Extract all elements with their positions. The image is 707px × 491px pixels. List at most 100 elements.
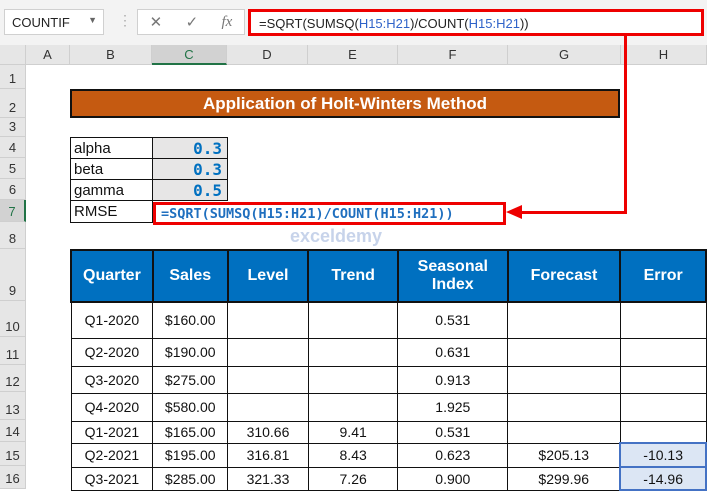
column-heading: Level xyxy=(226,249,310,303)
chevron-down-icon[interactable]: ▼ xyxy=(88,15,97,25)
table-cell[interactable] xyxy=(227,365,309,394)
select-all-corner[interactable] xyxy=(0,45,26,65)
row-header-3[interactable]: 3 xyxy=(0,118,26,137)
table-row: Q2-2021 $195.00 316.81 8.43 0.623 $205.13 -10.… xyxy=(70,442,707,468)
table-cell[interactable]: 0.900 xyxy=(397,466,509,491)
column-heading: Seasonal Index xyxy=(396,249,509,303)
table-cell[interactable]: $275.00 xyxy=(152,365,229,394)
column-heading: Quarter xyxy=(70,249,154,303)
table-cell[interactable] xyxy=(307,392,399,422)
column-header-F[interactable]: F xyxy=(398,45,508,65)
table-cell[interactable]: -10.13 xyxy=(619,442,707,468)
row-header-10[interactable]: 10 xyxy=(0,301,26,337)
table-cell[interactable]: Q2-2020 xyxy=(70,337,154,367)
formula-buttons: ✕ ✓ fx xyxy=(137,9,245,35)
row-header-13[interactable]: 13 xyxy=(0,392,26,420)
table-cell[interactable]: 0.531 xyxy=(397,301,509,339)
table-cell[interactable]: $299.96 xyxy=(507,466,621,491)
column-header-D[interactable]: D xyxy=(227,45,308,65)
param-value[interactable]: 0.5 xyxy=(152,179,228,201)
table-cell[interactable]: $190.00 xyxy=(152,337,229,367)
formula-ref: H15:H21 xyxy=(258,206,316,222)
table-cell[interactable]: 321.33 xyxy=(227,466,309,491)
row-header-14[interactable]: 14 xyxy=(0,420,26,442)
formula-bar[interactable]: =SQRT(SUMSQ(H15:H21)/COUNT(H15:H21)) xyxy=(248,9,704,36)
table-cell[interactable]: 0.623 xyxy=(397,442,509,468)
column-header-B[interactable]: B xyxy=(70,45,152,65)
name-box[interactable]: COUNTIF ▼ xyxy=(4,9,104,35)
table-cell[interactable] xyxy=(507,392,621,422)
param-value[interactable]: 0.3 xyxy=(152,158,228,180)
row-header-6[interactable]: 6 xyxy=(0,179,26,200)
column-header-A[interactable]: A xyxy=(26,45,70,65)
param-label: gamma xyxy=(70,179,153,201)
row-header-8[interactable]: 8 xyxy=(0,222,26,249)
rmse-formula-cell[interactable]: =SQRT(SUMSQ(H15:H21)/COUNT(H15:H21)) xyxy=(153,202,506,225)
table-cell[interactable]: Q1-2021 xyxy=(70,420,154,444)
table-cell[interactable]: 8.43 xyxy=(307,442,399,468)
row-header-2[interactable]: 2 xyxy=(0,89,26,118)
column-header-C[interactable]: C xyxy=(152,45,227,65)
param-value[interactable]: 0.3 xyxy=(152,137,228,159)
table-cell[interactable]: 0.913 xyxy=(397,365,509,394)
table-cell[interactable]: $195.00 xyxy=(152,442,229,468)
table-cell[interactable]: 310.66 xyxy=(227,420,309,444)
table-cell[interactable]: $285.00 xyxy=(152,466,229,491)
table-cell[interactable]: Q2-2021 xyxy=(70,442,154,468)
table-row: Q3-2020 $275.00 0.913 xyxy=(70,365,707,394)
formula-part: )/COUNT( xyxy=(410,16,469,31)
row-header-16[interactable]: 16 xyxy=(0,466,26,489)
table-cell[interactable] xyxy=(307,301,399,339)
table-cell[interactable]: 9.41 xyxy=(307,420,399,444)
row-header-4[interactable]: 4 xyxy=(0,137,26,158)
table-cell[interactable]: $205.13 xyxy=(507,442,621,468)
drag-handle-icon[interactable]: ⋮ xyxy=(118,12,132,28)
table-cell[interactable]: 7.26 xyxy=(307,466,399,491)
cancel-icon[interactable]: ✕ xyxy=(149,14,163,31)
table-cell[interactable] xyxy=(307,365,399,394)
table-cell[interactable]: -14.96 xyxy=(619,466,707,491)
table-cell[interactable] xyxy=(507,365,621,394)
table-cell[interactable] xyxy=(507,420,621,444)
table-cell[interactable]: Q3-2020 xyxy=(70,365,154,394)
table-cell[interactable]: Q4-2020 xyxy=(70,392,154,422)
row-header-1[interactable]: 1 xyxy=(0,65,26,89)
table-cell[interactable]: $160.00 xyxy=(152,301,229,339)
table-cell[interactable]: $165.00 xyxy=(152,420,229,444)
table-cell[interactable] xyxy=(227,337,309,367)
row-header-11[interactable]: 11 xyxy=(0,337,26,365)
column-heading: Sales xyxy=(151,249,229,303)
enter-icon[interactable]: ✓ xyxy=(185,14,199,31)
row-header-15[interactable]: 15 xyxy=(0,442,26,466)
watermark-logo: exceldemy xyxy=(290,226,383,246)
row-header-9[interactable]: 9 xyxy=(0,249,26,301)
table-cell[interactable]: Q3-2021 xyxy=(70,466,154,491)
table-cell[interactable] xyxy=(619,392,707,422)
table-cell[interactable] xyxy=(227,301,309,339)
table-cell[interactable]: 0.631 xyxy=(397,337,509,367)
table-cell[interactable]: 1.925 xyxy=(397,392,509,422)
table-cell[interactable] xyxy=(227,392,309,422)
insert-function-icon[interactable]: fx xyxy=(221,13,233,30)
table-cell[interactable]: $580.00 xyxy=(152,392,229,422)
row-header-5[interactable]: 5 xyxy=(0,158,26,179)
table-cell[interactable]: Q1-2020 xyxy=(70,301,154,339)
column-header-E[interactable]: E xyxy=(308,45,398,65)
row-header-7[interactable]: 7 xyxy=(0,200,26,222)
table-cell[interactable] xyxy=(619,420,707,444)
column-header-G[interactable]: G xyxy=(508,45,621,65)
table-cell[interactable]: 316.81 xyxy=(227,442,309,468)
table-cell[interactable] xyxy=(507,337,621,367)
callout-arrow-line xyxy=(520,211,627,214)
table-cell[interactable]: 0.531 xyxy=(397,420,509,444)
table-cell[interactable] xyxy=(619,301,707,339)
table-cell[interactable] xyxy=(307,337,399,367)
table-cell[interactable] xyxy=(619,337,707,367)
row-header-12[interactable]: 12 xyxy=(0,365,26,392)
formula-part: )/COUNT( xyxy=(315,206,381,222)
table-cell[interactable] xyxy=(619,365,707,394)
column-header-H[interactable]: H xyxy=(621,45,707,65)
table-row: Q4-2020 $580.00 1.925 xyxy=(70,392,707,422)
table-cell[interactable] xyxy=(507,301,621,339)
table-row: Q1-2021 $165.00 310.66 9.41 0.531 xyxy=(70,420,707,444)
